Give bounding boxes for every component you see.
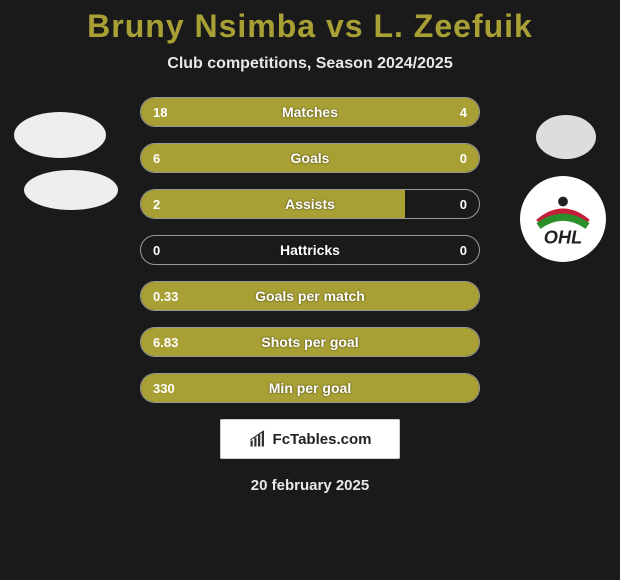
- stat-label: Shots per goal: [141, 328, 479, 356]
- stat-row: 0.33Goals per match: [140, 281, 480, 311]
- stats-container: 18Matches46Goals02Assists00Hattricks00.3…: [0, 97, 620, 403]
- stat-row: 6Goals0: [140, 143, 480, 173]
- bar-chart-icon: [249, 430, 267, 448]
- stat-label: Matches: [141, 98, 479, 126]
- footer-source-badge: FcTables.com: [220, 419, 400, 459]
- footer-date: 20 february 2025: [0, 477, 620, 494]
- stat-row: 18Matches4: [140, 97, 480, 127]
- stat-label: Goals: [141, 144, 479, 172]
- stat-label: Hattricks: [141, 236, 479, 264]
- stat-value-right: 0: [460, 190, 467, 218]
- stat-value-right: 0: [460, 144, 467, 172]
- stat-value-right: 0: [460, 236, 467, 264]
- stat-label: Min per goal: [141, 374, 479, 402]
- stat-row: 330Min per goal: [140, 373, 480, 403]
- page-subtitle: Club competitions, Season 2024/2025: [0, 55, 620, 73]
- stat-value-right: 4: [460, 98, 467, 126]
- page-title: Bruny Nsimba vs L. Zeefuik: [0, 0, 620, 45]
- footer-source-label: FcTables.com: [273, 431, 372, 448]
- stat-row: 6.83Shots per goal: [140, 327, 480, 357]
- stat-row: 0Hattricks0: [140, 235, 480, 265]
- stat-row: 2Assists0: [140, 189, 480, 219]
- stat-label: Goals per match: [141, 282, 479, 310]
- stat-label: Assists: [141, 190, 479, 218]
